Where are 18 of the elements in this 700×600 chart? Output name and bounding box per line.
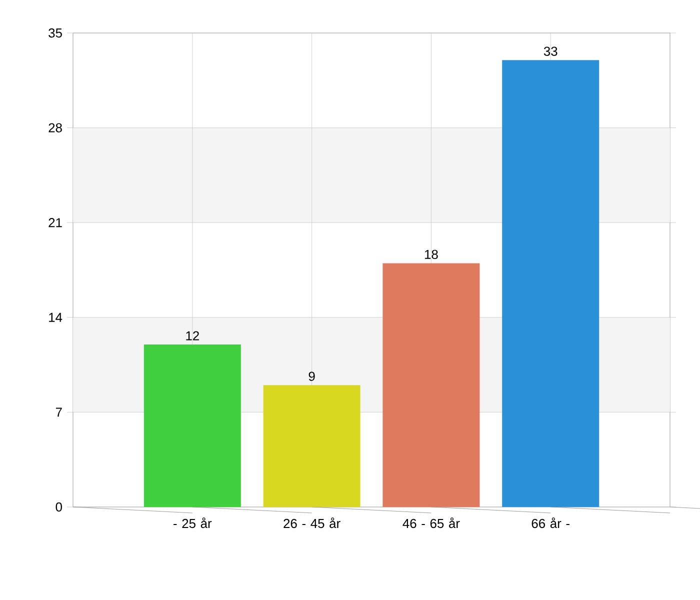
data-label: 33: [544, 46, 558, 56]
bar: [263, 385, 360, 507]
y-tick-label: 28: [48, 123, 62, 132]
x-tick-label: 26 - 45 år: [284, 518, 340, 528]
data-label: 18: [424, 250, 438, 260]
y-tick-label: 14: [49, 312, 62, 322]
bar: [382, 263, 480, 507]
x-tick-label: 66 år -: [532, 518, 570, 528]
y-tick-label: 35: [48, 28, 62, 38]
bar: [144, 344, 241, 507]
data-label: 9: [308, 372, 315, 381]
y-tick-label: 21: [48, 218, 62, 228]
x-tick-label: 46 - 65 år: [402, 518, 460, 528]
y-tick-label: 0: [56, 502, 62, 512]
y-tick-label: 7: [56, 408, 62, 417]
data-label: 12: [186, 331, 199, 340]
bar: [502, 60, 600, 507]
x-tick-label: - 25 år: [174, 518, 212, 528]
